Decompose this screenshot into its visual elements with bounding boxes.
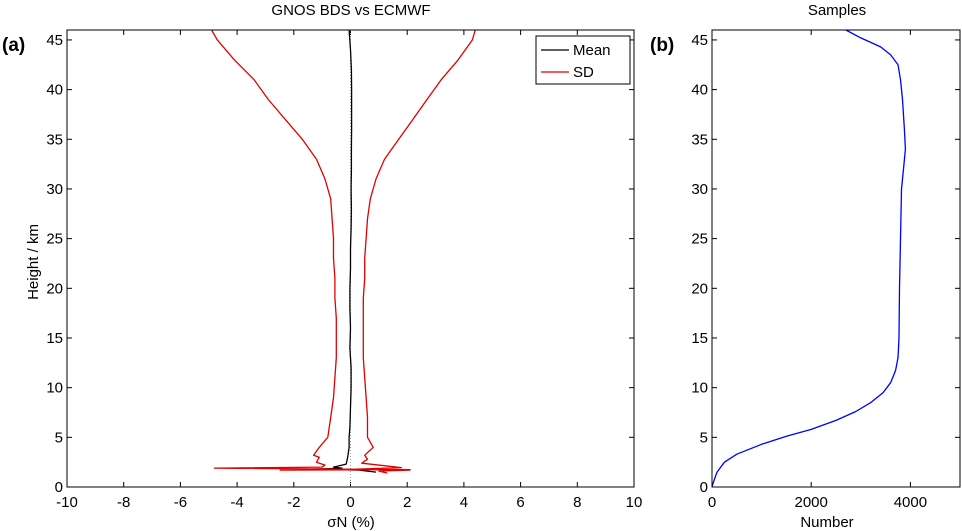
y-tick-label: 0 (55, 479, 63, 496)
panel-a-title: GNOS BDS vs ECMWF (271, 2, 430, 19)
x-tick-label: 6 (516, 494, 524, 511)
mean-series-line-0 (310, 29, 377, 473)
panel-a-x-axis-label: σN (%) (327, 514, 375, 531)
panel-a-label: (a) (2, 35, 25, 56)
x-tick-label: 8 (573, 494, 581, 511)
panel-b-axes: 0 2000 4000 0 5 10 15 20 25 30 35 40 45 (691, 30, 960, 511)
y-tick-label: 40 (46, 82, 63, 99)
samples-series-line-0 (711, 29, 907, 488)
y-tick-label: 5 (55, 429, 63, 446)
y-tick-label: 40 (691, 82, 708, 99)
panel-a-axes: -10 -8 -6 -4 -2 0 2 4 6 8 10 0 5 10 15 20 25 30 35 40 45 (46, 30, 642, 511)
legend-box (535, 35, 631, 85)
panel-b-title: Samples (808, 2, 866, 19)
y-tick-label: 25 (691, 231, 708, 248)
y-tick-label: 30 (691, 181, 708, 198)
x-tick-label: 4 (460, 494, 468, 511)
y-tick-label: 5 (700, 429, 708, 446)
y-tick-label: 15 (691, 330, 708, 347)
x-tick-label: -8 (117, 494, 130, 511)
panel-b: (b) Samples 0 2000 4000051015202530354045 … (650, 2, 961, 531)
x-tick-label: -10 (56, 494, 78, 511)
x-tick-label: -4 (230, 494, 243, 511)
panel-a-frame (66, 29, 635, 488)
y-tick-label: 15 (46, 330, 63, 347)
x-tick-label: -2 (287, 494, 300, 511)
y-tick-label: 0 (700, 479, 708, 496)
x-tick-label: 0 (708, 494, 716, 511)
y-tick-label: 45 (46, 32, 63, 49)
y-tick-label: 35 (46, 131, 63, 148)
panel-b-x-axis-label: Number (800, 514, 853, 531)
panel-b-series (711, 29, 907, 488)
panel-a: (a) GNOS BDS vs ECMWF -10 -8 -6 -4 -2 0 2 4 6 8 10… (2, 2, 642, 531)
sd-series-line-2 (355, 29, 476, 474)
legend-entry-sd: SD (573, 64, 594, 81)
panel-b-frame (711, 29, 961, 488)
y-tick-label: 20 (46, 280, 63, 297)
legend: Mean SD (535, 35, 631, 85)
legend-entry-mean: Mean (573, 42, 611, 59)
y-tick-label: 25 (46, 231, 63, 248)
x-tick-label: -6 (174, 494, 187, 511)
y-tick-label: 35 (691, 131, 708, 148)
x-tick-label: 2 (403, 494, 411, 511)
y-tick-label: 20 (691, 280, 708, 297)
sd-series-line-1 (211, 29, 411, 471)
y-tick-label: 30 (46, 181, 63, 198)
x-tick-label: 0 (346, 494, 354, 511)
panel-b-label: (b) (650, 35, 674, 56)
y-tick-label: 10 (691, 380, 708, 397)
x-tick-label: 4000 (894, 494, 927, 511)
panel-a-series (211, 29, 476, 474)
panel-a-y-axis-label: Height / km (25, 224, 42, 300)
x-tick-label: 10 (626, 494, 643, 511)
y-tick-label: 45 (691, 32, 708, 49)
y-tick-label: 10 (46, 380, 63, 397)
x-tick-label: 2000 (795, 494, 828, 511)
